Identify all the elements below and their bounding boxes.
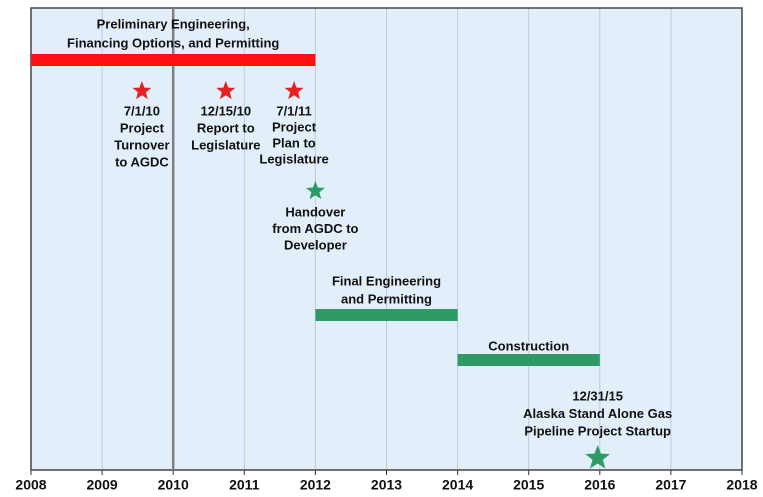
milestone-label: Plan to <box>272 135 315 150</box>
milestone-label: Alaska Stand Alone Gas <box>523 406 672 421</box>
milestone-label: 12/31/15 <box>572 388 623 403</box>
milestone-label: 7/1/10 <box>124 103 160 118</box>
task-label: Final Engineering <box>332 273 441 288</box>
x-tick-label: 2017 <box>655 477 686 493</box>
task-label: Financing Options, and Permitting <box>67 35 279 50</box>
task-bar <box>457 354 600 366</box>
task-bar <box>31 54 316 66</box>
milestone-star <box>132 81 152 100</box>
x-tick-label: 2010 <box>158 477 189 493</box>
milestone-label: Project <box>272 119 317 134</box>
milestone-label: Developer <box>284 237 347 252</box>
milestone-label: Project <box>120 120 165 135</box>
milestone-label: Report to <box>197 120 255 135</box>
task-bar <box>315 309 458 321</box>
milestone-star <box>305 181 325 200</box>
x-tick-label: 2012 <box>300 477 331 493</box>
milestone-star <box>284 81 304 100</box>
x-tick-label: 2011 <box>229 477 260 493</box>
x-tick-label: 2015 <box>513 477 544 493</box>
milestone-label: to AGDC <box>115 154 169 169</box>
x-tick-label: 2016 <box>584 477 615 493</box>
x-tick-label: 2008 <box>15 477 46 493</box>
milestone-label: 7/1/11 <box>276 103 311 118</box>
plot-border <box>30 7 743 471</box>
milestone-label: Legislature <box>259 151 328 166</box>
task-label: and Permitting <box>341 291 432 306</box>
x-tick-label: 2018 <box>726 477 757 493</box>
x-tick-label: 2013 <box>371 477 402 493</box>
milestone-label: Turnover <box>114 137 169 152</box>
milestone-label: Pipeline Project Startup <box>524 423 671 438</box>
x-tick-label: 2014 <box>442 477 473 493</box>
milestone-star <box>585 445 610 469</box>
milestone-star <box>216 81 236 100</box>
x-tick-label: 2009 <box>87 477 118 493</box>
task-label: Construction <box>488 338 569 353</box>
milestone-label: Legislature <box>191 137 260 152</box>
milestone-label: 12/15/10 <box>201 103 252 118</box>
task-label: Preliminary Engineering, <box>97 16 250 31</box>
milestone-label: Handover <box>285 204 345 219</box>
milestone-label: from AGDC to <box>272 221 358 236</box>
